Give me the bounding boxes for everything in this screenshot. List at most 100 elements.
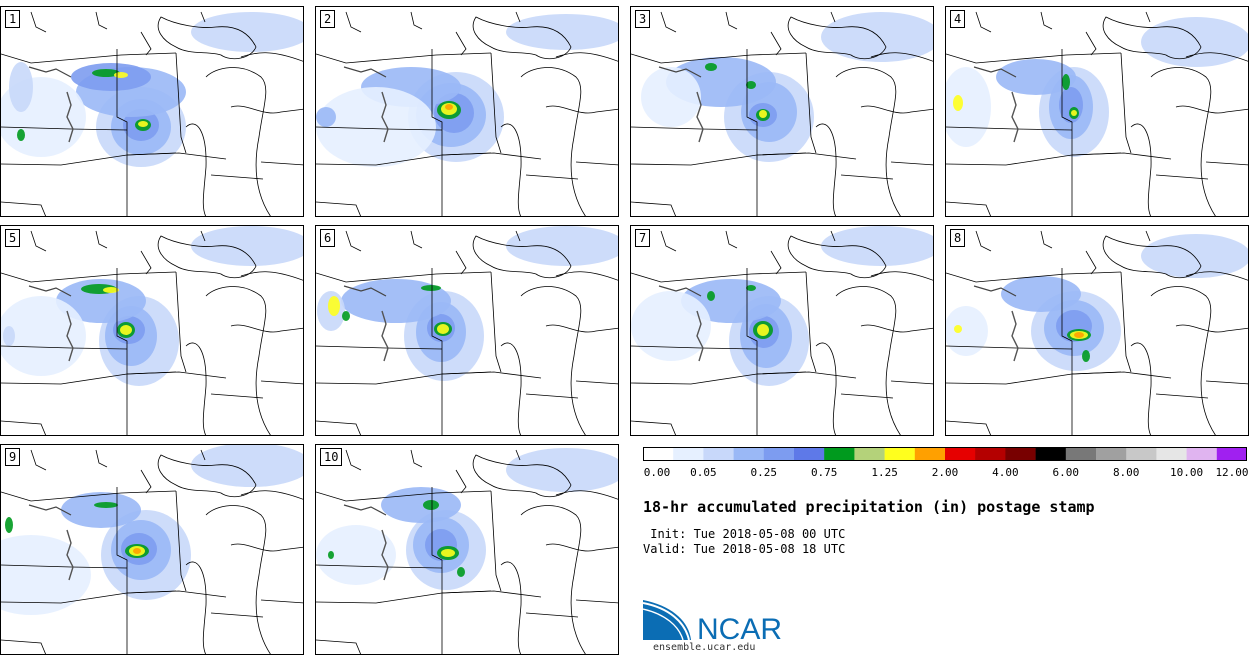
precip-map bbox=[631, 226, 933, 435]
boundary-line bbox=[860, 324, 933, 333]
boundary-line bbox=[1145, 230, 1151, 242]
precip-contour bbox=[423, 500, 439, 510]
boundary-line bbox=[431, 487, 443, 654]
colorbar-bin bbox=[1156, 447, 1187, 461]
colorbar-tick-label: 2.00 bbox=[931, 466, 959, 479]
boundary-line bbox=[746, 268, 758, 435]
boundary-line bbox=[316, 490, 492, 502]
boundary-line bbox=[1120, 52, 1132, 154]
boundary-line bbox=[870, 271, 933, 281]
boundary-line bbox=[381, 529, 389, 581]
boundary-line bbox=[946, 201, 992, 216]
precip-contour bbox=[1082, 350, 1090, 362]
boundary-line bbox=[140, 250, 152, 275]
boundary-line bbox=[770, 31, 782, 56]
boundary-line bbox=[28, 504, 72, 516]
boundary-line bbox=[441, 152, 542, 160]
precip-contour bbox=[341, 279, 451, 323]
boundary-line bbox=[316, 52, 492, 64]
boundary-line bbox=[1061, 268, 1073, 435]
boundary-line bbox=[28, 285, 72, 297]
boundary-line bbox=[756, 371, 857, 379]
ncar-logo-text: NCAR bbox=[697, 613, 782, 642]
boundary-line bbox=[525, 393, 579, 399]
boundary-line bbox=[725, 230, 738, 249]
boundary-line bbox=[830, 11, 836, 23]
precip-contour bbox=[1071, 110, 1077, 116]
boundary-line bbox=[316, 271, 492, 283]
boundary-line bbox=[66, 310, 74, 362]
boundary-line bbox=[66, 91, 74, 143]
precip-map bbox=[316, 11, 618, 216]
boundary-line bbox=[860, 105, 933, 114]
boundary-line bbox=[658, 66, 702, 78]
boundary-line bbox=[835, 286, 901, 435]
precip-contour bbox=[457, 567, 465, 577]
boundary-line bbox=[1040, 230, 1053, 249]
precip-contour bbox=[746, 285, 756, 291]
ensemble-panel-9: 9 bbox=[0, 444, 304, 655]
boundary-line bbox=[770, 250, 782, 275]
state-boundaries bbox=[946, 230, 1248, 435]
boundary-line bbox=[890, 161, 933, 166]
precip-map bbox=[316, 448, 618, 654]
precip-map bbox=[316, 226, 618, 435]
boundary-line bbox=[185, 342, 207, 435]
boundary-line bbox=[381, 310, 389, 362]
precip-contour bbox=[821, 226, 933, 266]
state-boundaries bbox=[316, 11, 618, 216]
boundary-line bbox=[805, 52, 817, 154]
colorbar-bin bbox=[1216, 447, 1247, 461]
boundary-line bbox=[975, 11, 992, 33]
precip-contour bbox=[946, 306, 988, 356]
state-boundaries bbox=[316, 230, 618, 435]
precip-contour bbox=[506, 14, 618, 50]
boundary-line bbox=[175, 271, 187, 373]
boundary-line bbox=[1175, 105, 1248, 114]
boundary-line bbox=[840, 174, 894, 180]
boundary-line bbox=[870, 52, 933, 62]
precip-contour bbox=[9, 62, 33, 112]
boundary-line bbox=[1120, 271, 1132, 373]
boundary-line bbox=[472, 16, 572, 60]
boundary-line bbox=[200, 230, 206, 242]
precip-contour bbox=[71, 63, 151, 91]
precip-field bbox=[1, 226, 303, 386]
precip-field bbox=[641, 12, 933, 162]
boundary-line bbox=[441, 590, 542, 598]
colorbar-outline bbox=[643, 447, 1247, 461]
boundary-line bbox=[500, 561, 522, 654]
precip-contour bbox=[1141, 17, 1248, 67]
colorbar-tick-label: 4.00 bbox=[992, 466, 1019, 479]
boundary-line bbox=[1205, 161, 1248, 166]
ensemble-panel-2: 2 bbox=[315, 6, 619, 217]
precip-contour bbox=[316, 87, 436, 167]
boundary-line bbox=[140, 31, 152, 56]
precip-contour bbox=[1074, 332, 1084, 338]
boundary-line bbox=[1085, 31, 1097, 56]
boundary-line bbox=[725, 11, 738, 30]
boundary-line bbox=[835, 67, 901, 216]
boundary-line bbox=[660, 230, 677, 252]
precip-contour bbox=[1062, 74, 1070, 90]
valid-time: Valid: Tue 2018-05-08 18 UTC bbox=[643, 542, 846, 556]
boundary-line bbox=[157, 16, 257, 60]
boundary-line bbox=[490, 271, 502, 373]
boundary-line bbox=[1, 490, 177, 502]
boundary-line bbox=[515, 230, 521, 242]
state-boundaries bbox=[1, 230, 303, 435]
boundary-line bbox=[1130, 123, 1152, 216]
boundary-line bbox=[545, 543, 618, 552]
boundary-line bbox=[520, 67, 586, 216]
boundary-line bbox=[946, 152, 1122, 166]
precip-contour bbox=[94, 502, 118, 508]
boundary-line bbox=[515, 449, 521, 461]
precip-contour bbox=[138, 121, 148, 127]
boundary-line bbox=[490, 52, 502, 154]
precip-field bbox=[1, 12, 303, 167]
boundary-line bbox=[575, 380, 618, 385]
boundary-line bbox=[946, 271, 1122, 283]
boundary-line bbox=[455, 469, 467, 494]
boundary-line bbox=[95, 230, 108, 249]
precip-contour bbox=[506, 448, 618, 492]
